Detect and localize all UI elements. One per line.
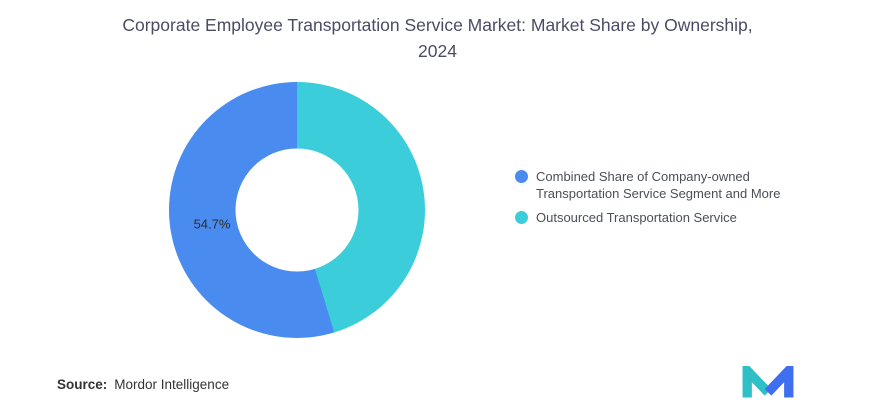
legend-item: Combined Share of Company-owned Transpor…	[515, 168, 788, 202]
logo-right-shape	[764, 366, 794, 398]
legend-item: Outsourced Transportation Service	[515, 209, 788, 226]
legend-label: Combined Share of Company-owned Transpor…	[536, 169, 781, 201]
legend-swatch	[515, 170, 528, 183]
source-label: Source:	[57, 377, 108, 392]
legend-swatch	[515, 211, 528, 224]
chart-title: Corporate Employee Transportation Servic…	[122, 15, 753, 61]
donut-hole	[235, 148, 359, 272]
source-attribution: Source: Mordor Intelligence	[57, 377, 229, 392]
chart-legend: Combined Share of Company-owned Transpor…	[515, 168, 788, 226]
source-name: Mordor Intelligence	[114, 377, 230, 392]
donut-chart: 54.7%	[169, 82, 425, 338]
slice-data-label: 54.7%	[193, 216, 231, 232]
mordor-intelligence-logo	[742, 366, 794, 398]
legend-label: Outsourced Transportation Service	[536, 210, 737, 225]
logo-left-shape	[742, 366, 772, 398]
